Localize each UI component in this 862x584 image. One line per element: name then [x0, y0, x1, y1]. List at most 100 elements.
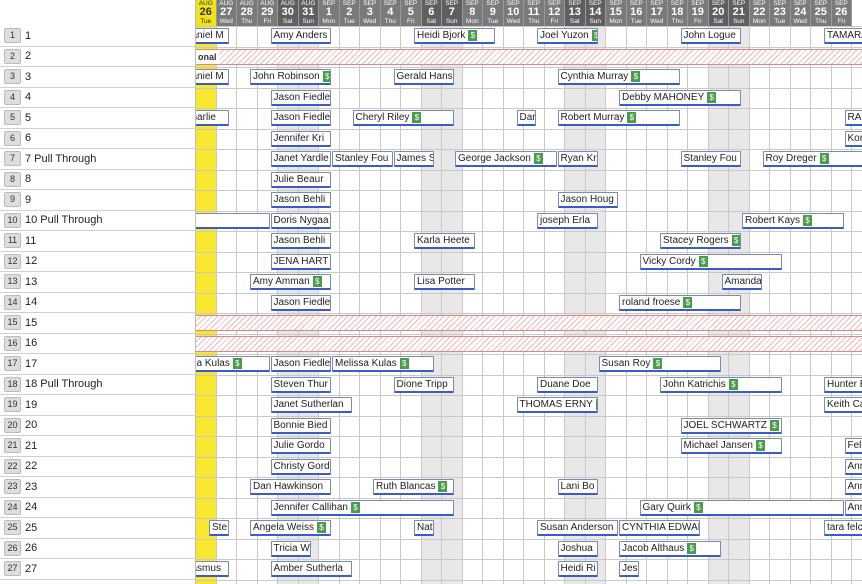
date-header-cell[interactable]: SEP 21 Sun [729, 0, 750, 26]
reservation-block[interactable]: Keith Ca [824, 397, 862, 413]
reservation-block[interactable]: Ryan Kr [558, 151, 598, 167]
date-header-cell[interactable]: SEP 24 Wed [791, 0, 812, 26]
date-header-cell[interactable]: AUG 27 Wed [217, 0, 238, 26]
date-header-cell[interactable]: SEP 25 Thu [811, 0, 832, 26]
reservation-block[interactable]: Roy Dreger $ [763, 151, 862, 167]
reservation-block[interactable]: Dar [517, 110, 537, 126]
reservation-block[interactable]: Susan Anderson [537, 520, 618, 536]
date-header-cell[interactable]: SEP 3 Wed [360, 0, 381, 26]
site-row[interactable]: 22 22 [0, 457, 196, 478]
date-header-cell[interactable]: SEP 6 Sat [422, 0, 443, 26]
reservation-block[interactable]: Cynthia Murray $ [558, 69, 680, 85]
reservation-block[interactable]: Jes [619, 561, 639, 577]
reservation-block[interactable]: THOMAS ERNY$ [517, 397, 598, 413]
date-header-cell[interactable]: SEP 1 Mon [319, 0, 340, 26]
reservation-block[interactable]: JENA HART [271, 254, 332, 270]
date-header-cell[interactable]: SEP 9 Tue [483, 0, 504, 26]
date-header-cell[interactable]: SEP 11 Thu [524, 0, 545, 26]
reservation-block[interactable]: Stanley Fou [332, 151, 393, 167]
reservation-block[interactable]: Joel Yuzon$ [537, 28, 598, 44]
date-header-cell[interactable]: SEP 14 Sun [586, 0, 607, 26]
reservation-block[interactable]: John Katrichis $ [660, 377, 782, 393]
date-header-cell[interactable]: AUG 29 Fri [258, 0, 279, 26]
date-header-cell[interactable]: SEP 2 Tue [340, 0, 361, 26]
reservation-block[interactable]: JOEL SCHWARTZ $ [681, 418, 783, 434]
date-header-cell[interactable]: SEP 26 Fri [832, 0, 853, 26]
reservation-block[interactable]: Robert Kays $ [742, 213, 844, 229]
date-header-cell[interactable]: SEP 23 Tue [770, 0, 791, 26]
reservation-block[interactable]: Ste [209, 520, 229, 536]
reservation-block[interactable]: Jason Fiedle [271, 110, 332, 126]
reservation-block[interactable]: Jason Fiedle [271, 295, 332, 311]
reservation-block[interactable]: Ruth Blancas $ [373, 479, 454, 495]
site-row[interactable]: 19 19 [0, 395, 196, 416]
reservation-block[interactable]: Stanley Fou [681, 151, 742, 167]
reservation-block[interactable]: harlie [196, 110, 229, 126]
date-header-cell[interactable]: SEP 5 Fri [401, 0, 422, 26]
reservation-block[interactable]: Kory [845, 131, 862, 147]
reservation-block[interactable]: Jacob Althaus $ [619, 541, 721, 557]
reservation-block[interactable]: aniel M [196, 28, 229, 44]
reservation-block[interactable]: Jason Fiedle [271, 356, 332, 372]
reservation-block[interactable]: John Robinson $ [250, 69, 331, 85]
reservation-block[interactable]: Dione Tripp [394, 377, 455, 393]
site-row[interactable]: 23 23 [0, 477, 196, 498]
site-row[interactable]: 14 14 [0, 293, 196, 314]
date-header-cell[interactable]: AUG 26 Tue [196, 0, 217, 26]
reservation-block[interactable]: Stacey Rogers $ [660, 233, 741, 249]
reservation-block[interactable]: CYNTHIA EDWAR [619, 520, 700, 536]
reservation-block[interactable]: Ann [845, 459, 862, 475]
reservation-block[interactable]: Jason Behli [271, 192, 332, 208]
date-header-cell[interactable]: AUG 31 Sun [299, 0, 320, 26]
reservation-block[interactable]: Jennifer Kri [271, 131, 332, 147]
date-header-cell[interactable]: SEP 16 Tue [627, 0, 648, 26]
reservation-block[interactable]: Janet Yardle [271, 151, 332, 167]
reservation-block[interactable]: Tricia W [271, 541, 311, 557]
date-header-cell[interactable]: SEP 7 Sun [442, 0, 463, 26]
date-header-cell[interactable]: SEP 12 Fri [545, 0, 566, 26]
reservation-block[interactable]: tara felc [824, 520, 862, 536]
reservation-block[interactable]: Jason Houg [558, 192, 619, 208]
reservation-block[interactable]: sa Kulas$ [196, 356, 270, 372]
site-row[interactable]: 13 13 [0, 272, 196, 293]
date-header-cell[interactable]: SEP 4 Thu [381, 0, 402, 26]
reservation-block[interactable]: Gary Quirk $ [640, 500, 844, 516]
site-row[interactable]: 18 18 Pull Through [0, 375, 196, 396]
site-row[interactable]: 24 24 [0, 498, 196, 519]
reservation-block[interactable]: Christy Gord [271, 459, 332, 475]
reservation-block[interactable]: Michael Jansen $ [681, 438, 783, 454]
site-row[interactable]: 25 25 [0, 518, 196, 539]
reservation-block[interactable]: Jason Fiedle [271, 90, 332, 106]
reservation-block[interactable]: Julie Gordo [271, 438, 332, 454]
site-row[interactable]: 7 7 Pull Through [0, 149, 196, 170]
reservation-block[interactable]: George Jackson $ [455, 151, 557, 167]
reservation-block[interactable]: Angela Weiss $ [250, 520, 331, 536]
reservation-block[interactable]: joseph Erla [537, 213, 598, 229]
site-row[interactable]: 12 12 [0, 252, 196, 273]
reservation-block[interactable] [196, 213, 270, 229]
reservation-block[interactable]: asmus [196, 561, 229, 577]
date-header-cell[interactable]: SEP 17 Wed [647, 0, 668, 26]
reservation-block[interactable]: Jason Behli [271, 233, 332, 249]
reservation-block[interactable]: Bonnie Bied [271, 418, 332, 434]
reservation-block[interactable]: Lani Bo [558, 479, 598, 495]
reservation-block[interactable]: aniel M [196, 69, 229, 85]
reservation-block[interactable]: Amanda [722, 274, 762, 290]
reservation-block[interactable]: Heidi Ri [558, 561, 598, 577]
reservation-block[interactable]: Cheryl Riley $ [353, 110, 455, 126]
date-header-cell[interactable]: SEP 22 Mon [750, 0, 771, 26]
reservation-block[interactable]: Dan Hawkinson [250, 479, 331, 495]
reservation-block[interactable]: Ann [845, 500, 862, 516]
reservation-block[interactable]: Doris Nygaa [271, 213, 332, 229]
date-header-cell[interactable]: SEP 10 Wed [504, 0, 525, 26]
date-header-cell[interactable]: AUG 30 Sat [278, 0, 299, 26]
site-row[interactable]: 27 27 [0, 559, 196, 580]
reservation-block[interactable]: Hunter E [824, 377, 862, 393]
site-row[interactable]: 15 15 [0, 313, 196, 334]
reservation-block[interactable]: Susan Roy $ [599, 356, 721, 372]
